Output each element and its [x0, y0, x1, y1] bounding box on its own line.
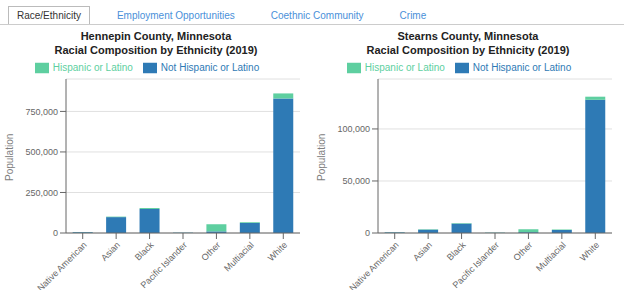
html-text:Hispanic or Latino: Hispanic or Latino	[364, 61, 445, 73]
html-text:Not Hispanic or Latino: Not Hispanic or Latino	[160, 61, 260, 73]
html-text:Not Hispanic or Latino: Not Hispanic or Latino	[472, 61, 572, 73]
svg-text:50,000: 50,000	[342, 176, 370, 186]
html-text:Racial Composition by Ethnicit: Racial Composition by Ethnicity (2019)	[366, 44, 570, 56]
html-text:Employment Opportunities: Employment Opportunities	[116, 10, 235, 21]
html-text:Stearns County, Minnesota: Stearns County, Minnesota	[397, 30, 539, 42]
html-text:Hennepin County, Minnesota: Hennepin County, Minnesota	[80, 30, 232, 42]
svg-text:250,000: 250,000	[25, 188, 58, 198]
svg-text:White: White	[578, 240, 601, 263]
svg-text:100,000: 100,000	[337, 124, 370, 134]
svg-text:Black: Black	[133, 240, 156, 263]
svg-text:Native American: Native American	[347, 240, 400, 290]
svg-text:Native American: Native American	[35, 240, 88, 290]
svg-text:750,000: 750,000	[25, 107, 58, 117]
svg-text:Asian: Asian	[411, 240, 434, 263]
svg-text:Pacific Islander: Pacific Islander	[139, 240, 189, 290]
svg-text:0: 0	[53, 228, 58, 238]
html-text:Crime: Crime	[399, 10, 427, 21]
svg-text:Population: Population	[316, 134, 327, 181]
html-text:Racial Composition by Ethnicit: Racial Composition by Ethnicity (2019)	[54, 44, 258, 56]
svg-text:500,000: 500,000	[25, 147, 58, 157]
html-text:Race/Ethnicity: Race/Ethnicity	[17, 10, 81, 21]
svg-text:Black: Black	[445, 240, 468, 263]
svg-text:Multiacial: Multiacial	[534, 240, 568, 274]
svg-text:White: White	[266, 240, 289, 263]
html-text:Coethnic Community: Coethnic Community	[270, 10, 364, 21]
svg-text:Pacific Islander: Pacific Islander	[451, 240, 501, 290]
svg-text:Multiacial: Multiacial	[222, 240, 256, 274]
svg-text:Other: Other	[199, 240, 222, 263]
html-text:Hispanic or Latino: Hispanic or Latino	[52, 61, 133, 73]
svg-text:Asian: Asian	[99, 240, 122, 263]
svg-text:0: 0	[365, 228, 370, 238]
svg-text:Population: Population	[8, 134, 15, 181]
svg-text:Other: Other	[511, 240, 534, 263]
